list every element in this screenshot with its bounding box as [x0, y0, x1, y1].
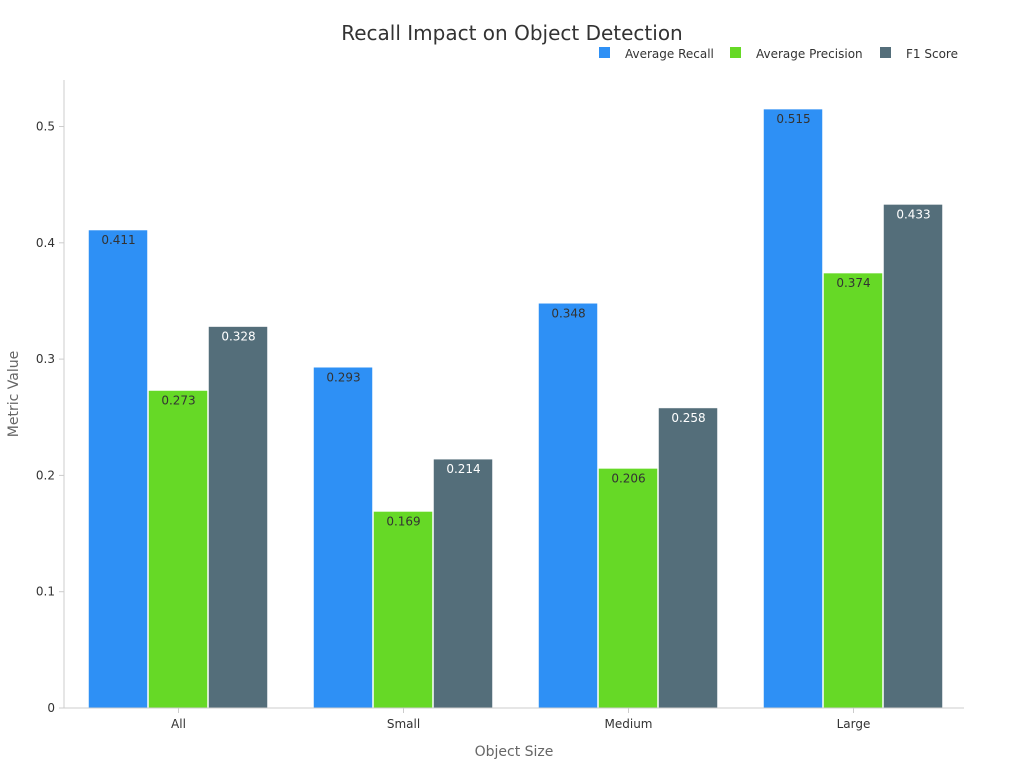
bar-value-label: 0.273	[161, 394, 195, 408]
x-tick-label: Small	[387, 717, 420, 731]
bars-group: 0.411 0.273 0.328 0.293 0.169 0.214 0.348 0.206…	[88, 108, 943, 709]
x-tick-label: All	[171, 717, 186, 731]
bar-value-label: 0.293	[326, 370, 360, 384]
bar	[763, 108, 823, 709]
bar-value-label: 0.206	[611, 471, 645, 485]
bar	[823, 272, 883, 709]
bar-value-label: 0.214	[446, 462, 480, 476]
bar	[208, 326, 268, 709]
legend-swatch	[599, 47, 610, 58]
y-tick-label: 0.1	[36, 585, 55, 599]
bar	[148, 390, 208, 709]
bar	[538, 303, 598, 709]
bar-value-label: 0.169	[386, 514, 420, 528]
bar	[373, 511, 433, 709]
x-tick-label: Large	[837, 717, 871, 731]
legend-label: Average Recall	[625, 47, 714, 61]
bar-value-label: 0.328	[221, 330, 255, 344]
bar	[598, 468, 658, 709]
bar	[658, 407, 718, 709]
legend-label: Average Precision	[756, 47, 863, 61]
bar-value-label: 0.433	[896, 207, 930, 221]
x-tick-label: Medium	[605, 717, 653, 731]
bar	[433, 458, 493, 709]
y-tick-label: 0	[47, 701, 55, 715]
axes-group: 0 0.1 0.2 0.3 0.4 0.5 All Small Medium Large	[36, 80, 964, 731]
bar-value-label: 0.374	[836, 276, 870, 290]
legend-label: F1 Score	[906, 47, 958, 61]
x-axis-label: Object Size	[475, 744, 554, 760]
y-tick-label: 0.4	[36, 236, 55, 250]
legend-swatch	[880, 47, 891, 58]
bar	[313, 367, 373, 709]
y-tick-label: 0.2	[36, 468, 55, 482]
y-tick-label: 0.5	[36, 120, 55, 134]
y-tick-label: 0.3	[36, 352, 55, 366]
legend-swatch	[730, 47, 741, 58]
chart-legend: Average Recall Average Precision F1 Score	[599, 47, 958, 61]
chart-title: Recall Impact on Object Detection	[341, 21, 682, 45]
bar-value-label: 0.515	[776, 112, 810, 126]
bar	[88, 229, 148, 709]
bar	[883, 204, 943, 709]
y-axis-label: Metric Value	[6, 351, 22, 437]
bar-value-label: 0.348	[551, 306, 585, 320]
bar-value-label: 0.258	[671, 411, 705, 425]
bar-value-label: 0.411	[101, 233, 135, 247]
